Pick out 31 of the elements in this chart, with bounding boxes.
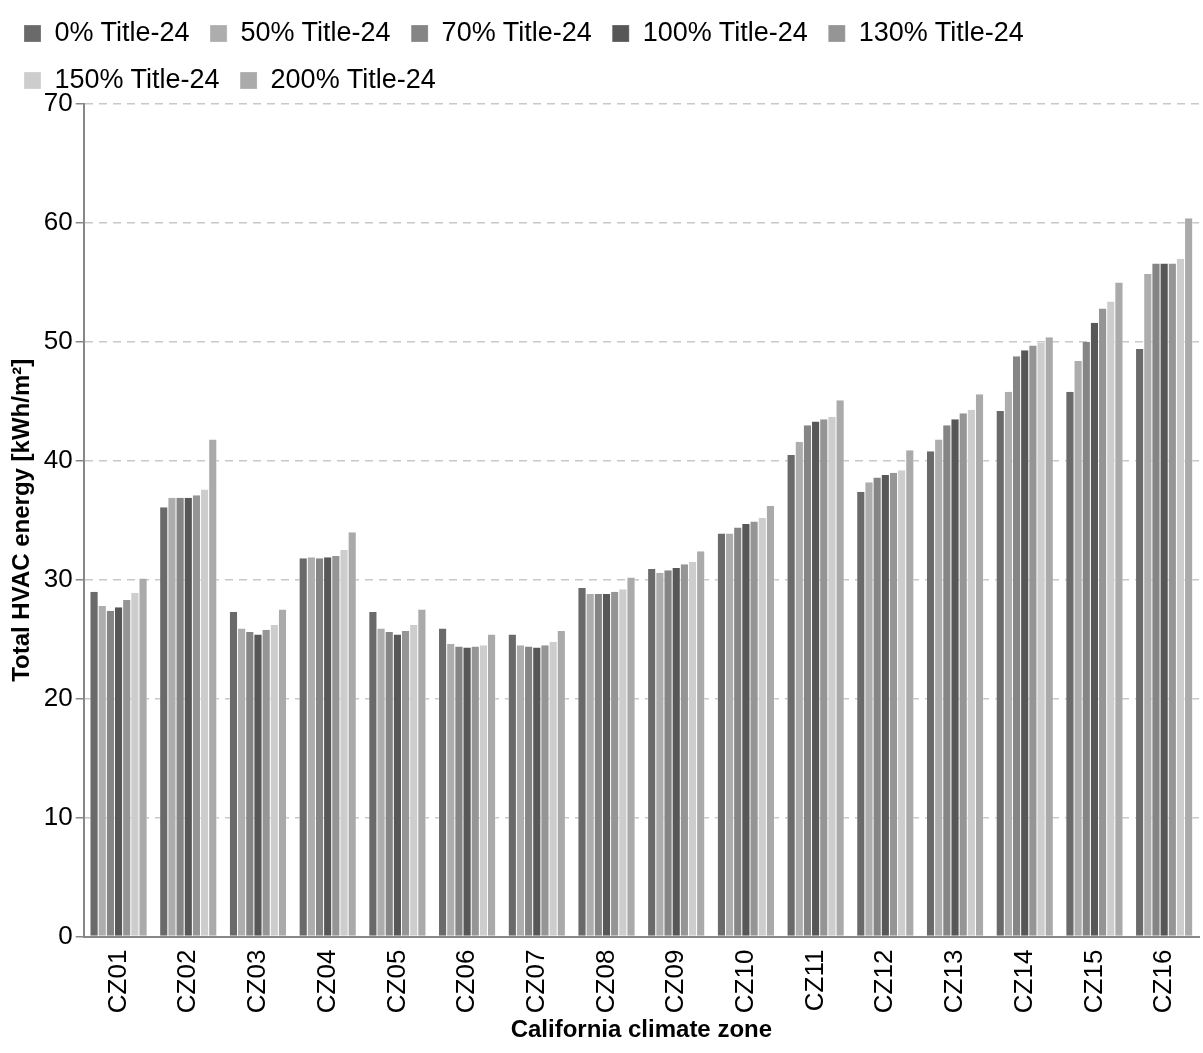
x-tick-label: CZ09 bbox=[659, 949, 690, 1014]
x-tick-label: CZ15 bbox=[1077, 949, 1108, 1014]
y-tick-label: 60 bbox=[43, 206, 73, 237]
legend-label: 130% Title-24 bbox=[858, 16, 1024, 47]
y-tick-label: 30 bbox=[43, 562, 73, 593]
x-axis-title: California climate zone bbox=[510, 1015, 773, 1043]
x-tick-label: CZ06 bbox=[450, 949, 481, 1014]
x-tick-label: CZ08 bbox=[589, 949, 620, 1014]
x-tick-label: CZ02 bbox=[171, 949, 202, 1014]
x-tick-label: CZ13 bbox=[938, 949, 969, 1014]
y-tick-label: 0 bbox=[58, 919, 73, 950]
x-tick-label: CZ07 bbox=[519, 949, 550, 1014]
legend-label: 0% Title-24 bbox=[54, 16, 190, 47]
x-tick-label: CZ01 bbox=[101, 949, 132, 1014]
y-axis-title: Total HVAC energy [kWh/m²] bbox=[7, 358, 35, 682]
y-tick-label: 40 bbox=[43, 444, 73, 475]
legend-label: 70% Title-24 bbox=[441, 16, 592, 47]
x-tick-label: CZ11 bbox=[798, 949, 829, 1012]
x-tick-label: CZ05 bbox=[380, 949, 411, 1014]
x-tick-label: CZ14 bbox=[1007, 949, 1038, 1014]
x-tick-label: CZ10 bbox=[729, 949, 760, 1014]
x-tick-label: CZ12 bbox=[868, 949, 899, 1014]
x-tick-label: CZ03 bbox=[241, 949, 272, 1014]
y-tick-label: 20 bbox=[43, 681, 73, 712]
y-tick-label: 50 bbox=[43, 325, 73, 356]
legend-label: 200% Title-24 bbox=[270, 63, 436, 94]
x-tick-label: CZ16 bbox=[1147, 949, 1178, 1014]
y-tick-label: 10 bbox=[43, 800, 73, 831]
legend-label: 50% Title-24 bbox=[240, 16, 391, 47]
legend-label: 100% Title-24 bbox=[642, 16, 808, 47]
x-tick-label: CZ04 bbox=[310, 949, 341, 1014]
